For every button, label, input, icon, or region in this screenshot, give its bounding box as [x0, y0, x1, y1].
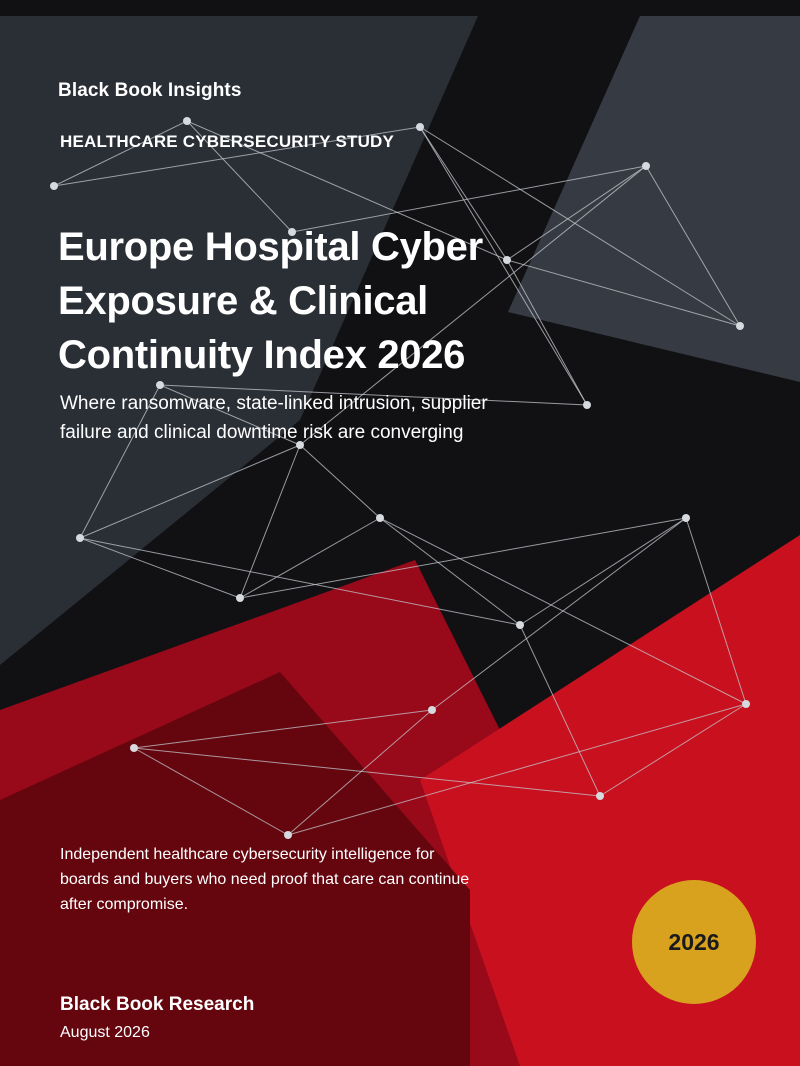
- network-node: [376, 514, 384, 522]
- brand-label: Black Book Insights: [58, 80, 242, 101]
- network-edge: [419, 126, 588, 406]
- network-edge: [133, 747, 289, 836]
- network-edge: [431, 517, 687, 711]
- tagline-line: boards and buyers who need proof that ca…: [60, 871, 470, 888]
- network-node: [130, 744, 138, 752]
- study-eyebrow: HEALTHCARE CYBERSECURITY STUDY: [60, 132, 395, 151]
- network-node: [742, 700, 750, 708]
- network-edge: [299, 444, 381, 519]
- network-edge: [79, 444, 301, 539]
- subtitle-line: failure and clinical downtime risk are c…: [60, 422, 464, 443]
- network-edge: [186, 120, 508, 261]
- tagline-line: after compromise.: [60, 896, 189, 913]
- network-node: [416, 123, 424, 131]
- network-node: [583, 401, 591, 409]
- network-node: [76, 534, 84, 542]
- year-badge: 2026: [632, 880, 756, 1004]
- network-node: [596, 792, 604, 800]
- network-edge: [506, 165, 647, 261]
- tagline: Independent healthcare cybersecurity int…: [60, 842, 520, 917]
- report-title: Europe Hospital Cyber Exposure & Clinica…: [58, 220, 578, 382]
- network-edge: [239, 444, 301, 599]
- network-edge: [53, 126, 421, 187]
- network-edge: [287, 703, 747, 836]
- network-node: [288, 228, 296, 236]
- network-node: [736, 322, 744, 330]
- tagline-line: Independent healthcare cybersecurity int…: [60, 846, 435, 863]
- network-edge: [79, 537, 521, 626]
- title-line: Europe Hospital Cyber: [58, 225, 483, 269]
- network-node: [296, 441, 304, 449]
- network-edge: [519, 517, 687, 626]
- network-edge: [291, 165, 647, 233]
- grey-panel: [508, 16, 800, 382]
- year-badge-label: 2026: [668, 928, 720, 955]
- network-edge: [133, 747, 601, 797]
- network-edge: [133, 709, 433, 749]
- network-edge: [299, 165, 647, 446]
- publisher-name: Black Book Research: [60, 994, 255, 1015]
- network-edge: [419, 126, 508, 261]
- network-node: [50, 182, 58, 190]
- network-edge: [419, 126, 741, 327]
- title-line: Continuity Index 2026: [58, 333, 466, 377]
- network-edge: [506, 259, 588, 406]
- network-edge: [79, 537, 241, 599]
- network-edge: [239, 517, 687, 599]
- network-edge: [506, 259, 741, 327]
- network-edge: [239, 517, 381, 599]
- network-edge: [53, 120, 188, 187]
- network-graphic: [50, 117, 750, 839]
- title-line: Exposure & Clinical: [58, 279, 428, 323]
- network-node: [183, 117, 191, 125]
- network-edge: [287, 709, 433, 836]
- network-edge: [79, 384, 161, 539]
- network-edge: [159, 384, 301, 446]
- network-edge: [519, 624, 601, 797]
- network-node: [682, 514, 690, 522]
- network-edge: [379, 517, 521, 626]
- slate-panel: [0, 16, 478, 665]
- network-node: [236, 594, 244, 602]
- network-node: [428, 706, 436, 714]
- subtitle-line: Where ransomware, state-linked intrusion…: [60, 393, 488, 414]
- network-edge: [599, 703, 747, 797]
- network-node: [284, 831, 292, 839]
- publication-date: August 2026: [60, 1024, 150, 1041]
- network-node: [156, 381, 164, 389]
- network-node: [503, 256, 511, 264]
- network-edge: [685, 517, 747, 705]
- network-edge: [645, 165, 741, 327]
- report-subtitle: Where ransomware, state-linked intrusion…: [60, 389, 540, 447]
- network-node: [642, 162, 650, 170]
- network-edge: [186, 120, 293, 233]
- network-edge: [159, 384, 588, 406]
- network-node: [516, 621, 524, 629]
